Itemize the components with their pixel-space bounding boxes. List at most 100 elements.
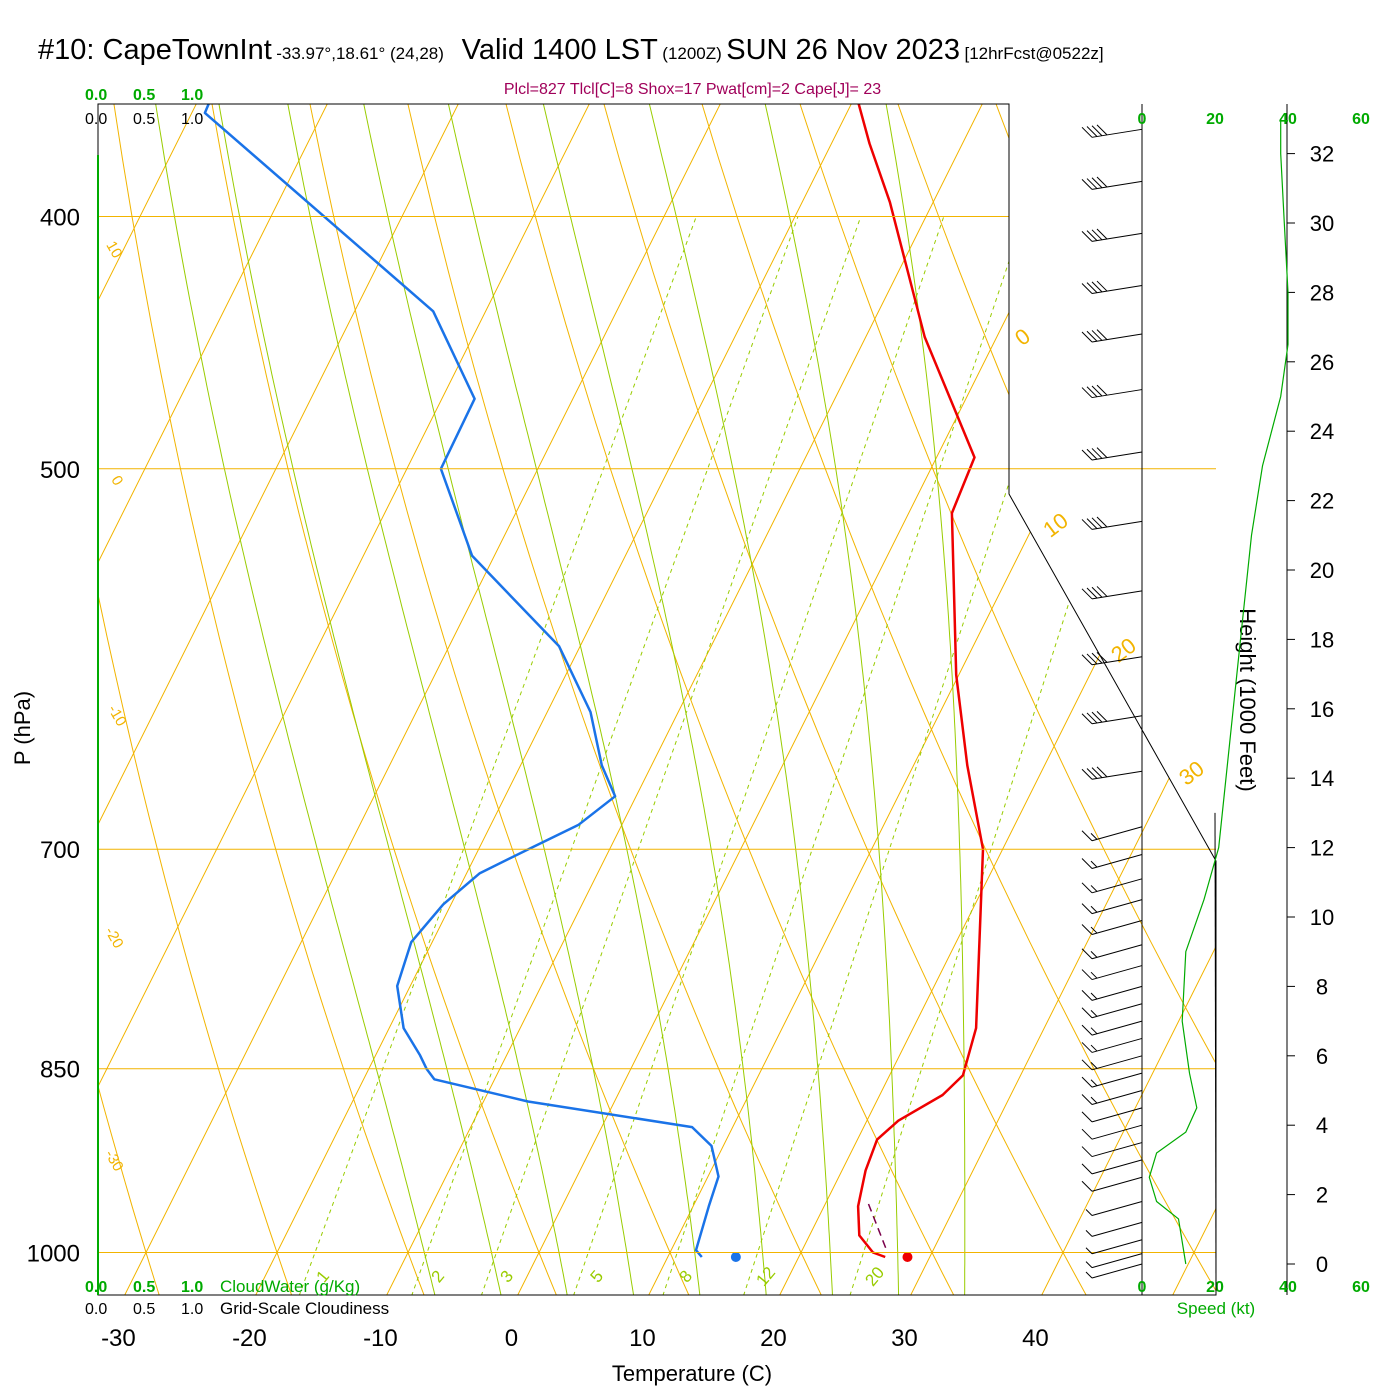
- moist-adiabat-line: [360, 104, 704, 1295]
- wind-barb-flag: [1081, 1076, 1093, 1088]
- wind-barb-flag: [1081, 1163, 1093, 1175]
- plot-frame: [97, 103, 1217, 1296]
- wind-speed-profile: [1148, 118, 1289, 1265]
- cloud-scale-tick: 1.0: [181, 1301, 203, 1318]
- wind-barb-staff: [1091, 1072, 1143, 1088]
- wind-barb-staff: [1091, 899, 1143, 915]
- cloud-scale-tick: 0.5: [133, 87, 155, 104]
- dry-adiabat-line: [98, 104, 301, 1295]
- wind-barb-flag: [1091, 177, 1103, 189]
- wind-barb-staff: [1091, 1159, 1143, 1175]
- height-tick-label: 18: [1310, 627, 1334, 652]
- speed-tick-bottom: 0: [1138, 1279, 1147, 1296]
- wind-barb-flag: [1091, 767, 1103, 779]
- isotherm-line: [112, 104, 954, 1295]
- wind-barb-flag: [1091, 281, 1103, 293]
- height-tick-label: 14: [1310, 766, 1334, 791]
- pressure-tick-label: 1000: [27, 1241, 80, 1268]
- wind-barb-flag: [1091, 330, 1103, 341]
- wind-barb: [1081, 899, 1143, 915]
- wind-barb-flag: [1081, 924, 1093, 935]
- mixing-ratio-label: 8: [675, 1267, 696, 1286]
- wind-barb: [1081, 447, 1143, 461]
- mixing-ratio-line: [403, 216, 799, 1295]
- cloud-scale-tick: 0.5: [133, 1301, 155, 1318]
- wind-barb-flag: [1086, 282, 1098, 294]
- temperature-profile-line: [750, 104, 985, 1259]
- wind-barb-flag: [1081, 331, 1093, 343]
- isotherm-line: [98, 104, 823, 1295]
- valid-date: SUN 26 Nov 2023: [726, 34, 961, 66]
- wind-barb: [1081, 586, 1143, 600]
- forecast-info: [12hrFcst@0522z]: [964, 44, 1104, 63]
- wind-barb-half-flag: [1085, 1271, 1093, 1279]
- isotherm-line: [767, 104, 1216, 1295]
- wind-barb-flag: [1096, 124, 1108, 136]
- wind-barb-flag: [1096, 766, 1108, 778]
- cloud-scale-tick: 1.0: [181, 111, 203, 128]
- wind-barb-flag: [1091, 586, 1103, 598]
- height-tick-label: 8: [1316, 974, 1328, 999]
- dry-adiabat-line: [234, 104, 700, 1295]
- wind-barb-flag: [1086, 386, 1098, 398]
- wind-barb-staff: [1091, 965, 1143, 981]
- wind-barb: [1081, 1124, 1143, 1140]
- wind-barb-staff: [1091, 826, 1143, 842]
- wind-barb-flag: [1081, 449, 1093, 461]
- wind-barb-half-flag: [1090, 926, 1098, 934]
- wind-barb: [1081, 854, 1143, 870]
- wind-barb-flag: [1081, 830, 1093, 842]
- wind-barb-flag: [1081, 179, 1093, 190]
- chart-title: #10: CapeTownInt -33.97°,18.61° (24,28) …: [38, 34, 1104, 67]
- wind-barb: [1085, 1253, 1143, 1269]
- wind-barb-staff: [1091, 1055, 1143, 1071]
- wind-barb-flag: [1086, 768, 1098, 779]
- isotherm-line: [505, 104, 1216, 1295]
- speed-tick-top: 20: [1206, 111, 1224, 128]
- wind-barb: [1081, 651, 1143, 666]
- wind-barb-half-flag: [1090, 860, 1098, 868]
- wind-barb-flag: [1081, 1111, 1093, 1123]
- wind-barb-flag: [1091, 385, 1103, 397]
- height-tick-label: 26: [1310, 350, 1334, 375]
- wind-barb-flag: [1096, 651, 1108, 663]
- wind-barb: [1081, 1176, 1143, 1192]
- wind-barb-flag: [1081, 969, 1093, 980]
- wind-barb-flag: [1091, 125, 1103, 137]
- wind-barb: [1081, 1107, 1143, 1123]
- temperature-tick-label: -20: [232, 1325, 267, 1352]
- dry-adiabat-line: [582, 104, 1216, 1295]
- wind-barb-staff: [1091, 1107, 1143, 1123]
- height-tick-label: 10: [1310, 905, 1334, 930]
- isotherm-line: [98, 104, 692, 1295]
- wind-barb-flag: [1081, 713, 1093, 725]
- moist-adiabat-line: [659, 104, 900, 1295]
- wind-barb-flag: [1086, 448, 1098, 460]
- isotherm-line: [1292, 0, 1400, 1318]
- wind-barb-flag: [1081, 903, 1093, 915]
- height-tick-label: 4: [1316, 1113, 1328, 1138]
- mixing-ratio-label: 5: [586, 1267, 607, 1286]
- speed-tick-bottom: 40: [1279, 1279, 1297, 1296]
- wind-barb-flag: [1086, 712, 1098, 724]
- wind-barb-staff: [1091, 232, 1143, 242]
- wind-barb-flag: [1081, 1094, 1093, 1105]
- wind-barb-staff: [1091, 919, 1143, 935]
- dry-adiabat-line: [321, 104, 833, 1295]
- reference-line: [1214, 812, 1217, 1296]
- valid-time: Valid 1400 LST: [461, 34, 658, 66]
- pressure-tick-label: 500: [40, 457, 80, 484]
- wind-barb-flag: [1086, 653, 1098, 665]
- temperature-tick-label: 0: [505, 1325, 518, 1352]
- speed-tick-bottom: 60: [1352, 1279, 1370, 1296]
- wind-barb-staff: [1091, 520, 1143, 530]
- wind-barb-staff: [1091, 1003, 1143, 1019]
- wind-barb-staff: [1091, 1090, 1143, 1105]
- mixing-ratio-label: 2: [427, 1267, 448, 1286]
- wind-barb-staff: [1091, 1239, 1143, 1255]
- isotherm-label: 10: [1038, 508, 1073, 543]
- wind-barb-flag: [1091, 517, 1103, 529]
- height-tick-label: 16: [1310, 697, 1334, 722]
- height-tick-label: 24: [1310, 419, 1334, 444]
- wind-barb-flag: [1081, 126, 1093, 138]
